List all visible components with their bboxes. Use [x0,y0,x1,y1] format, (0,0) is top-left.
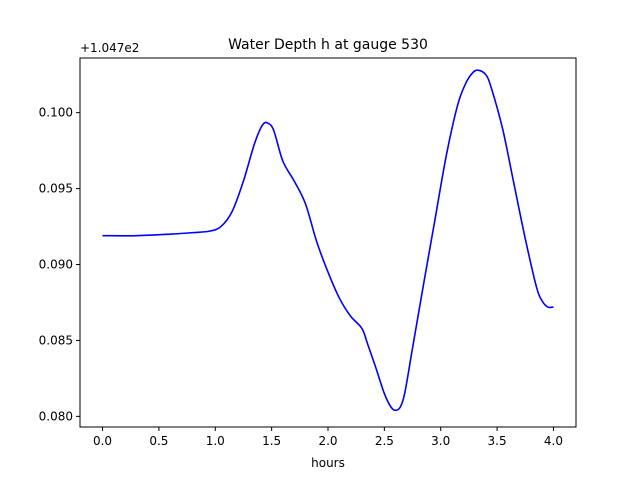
x-tick-label-2: 1.0 [206,434,225,448]
x-tick-label-4: 2.0 [318,434,337,448]
y-tick-label-1: 0.085 [39,333,73,347]
series-line-0 [102,69,554,412]
x-tick-label-0: 0.0 [93,434,112,448]
x-tick-label-1: 0.5 [149,434,168,448]
x-tick-label-8: 4.0 [544,434,563,448]
plot-area [102,69,554,412]
y-axis-ticks: 0.080 0.085 0.090 0.095 0.100 [39,106,80,423]
y-tick-label-3: 0.095 [39,182,73,196]
chart-title: Water Depth h at gauge 530 [228,37,428,53]
x-axis-ticks: 0.0 0.5 1.0 1.5 2.0 2.5 3.0 3.5 4.0 [93,427,563,448]
x-tick-label-7: 3.5 [488,434,507,448]
x-tick-label-5: 2.5 [375,434,394,448]
y-tick-label-2: 0.090 [39,258,73,272]
x-tick-label-3: 1.5 [262,434,281,448]
x-axis-label: hours [311,456,345,470]
y-tick-label-0: 0.080 [39,409,73,423]
x-tick-label-6: 3.0 [431,434,450,448]
axes-frame [79,57,577,428]
y-axis-offset-label: +1.047e2 [80,41,139,55]
y-tick-label-4: 0.100 [39,106,73,120]
